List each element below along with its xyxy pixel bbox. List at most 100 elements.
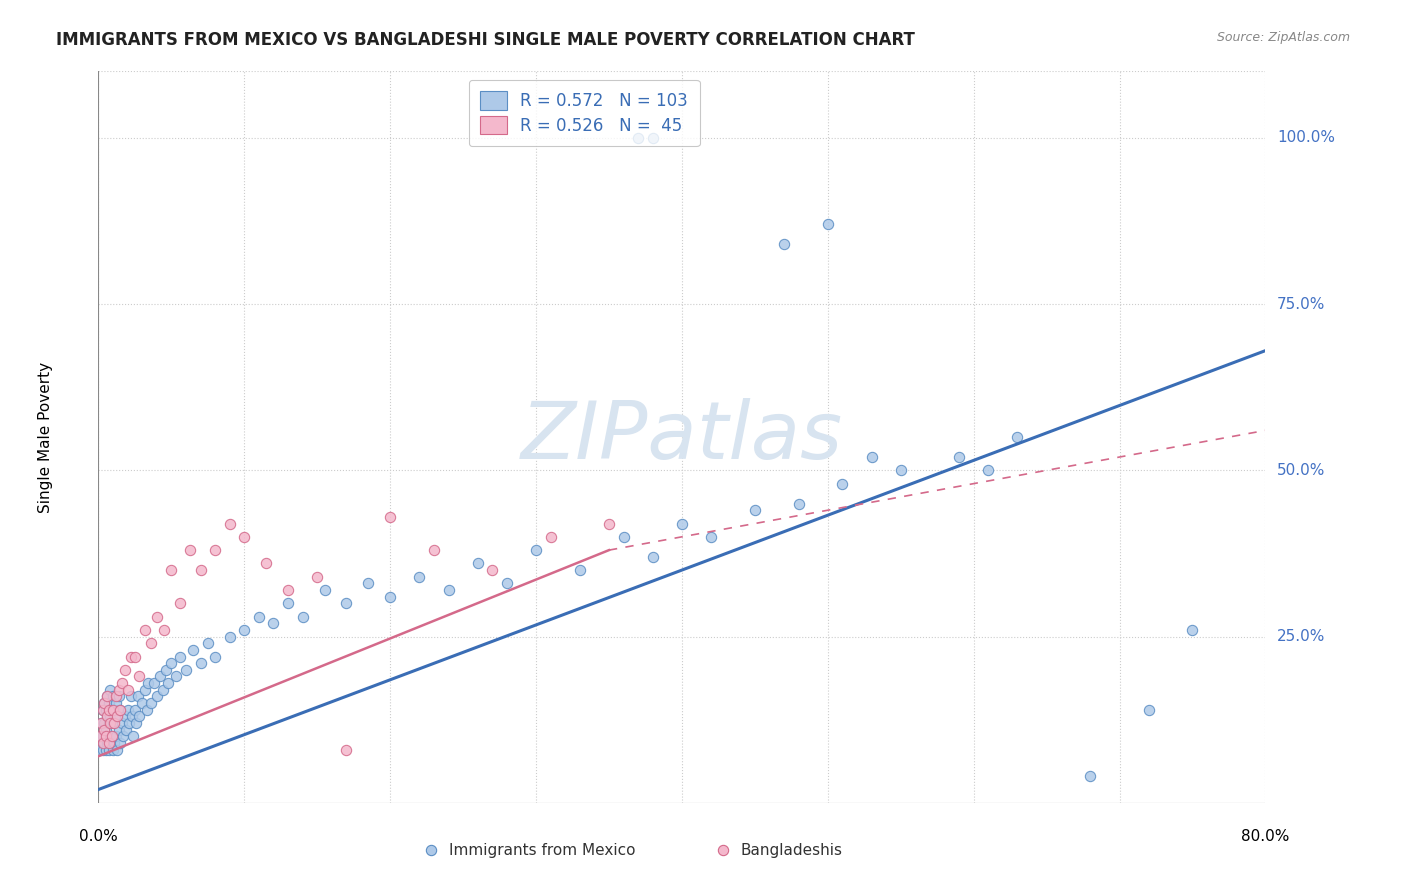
Text: Source: ZipAtlas.com: Source: ZipAtlas.com [1216,31,1350,45]
Point [700,530,723,544]
Point [120,649,142,664]
Point [103,703,125,717]
Point [744,503,766,517]
Text: IMMIGRANTS FROM MEXICO VS BANGLADESHI SINGLE MALE POVERTY CORRELATION CHART: IMMIGRANTS FROM MEXICO VS BANGLADESHI SI… [56,31,915,49]
Point [104,690,127,704]
Point [101,703,124,717]
Point [93,716,115,731]
Point [96,709,118,723]
Point [100,703,122,717]
Point [98,709,121,723]
Point [627,131,650,145]
Point [233,623,256,637]
Point [124,703,146,717]
Point [146,609,169,624]
Point [97,716,120,731]
Point [277,596,299,610]
Point [134,623,156,637]
Point [118,716,141,731]
Point [218,516,240,531]
Point [111,676,134,690]
Point [218,630,240,644]
Point [94,703,117,717]
Point [131,696,153,710]
Text: 75.0%: 75.0% [1277,297,1326,311]
Point [787,497,810,511]
Point [152,682,174,697]
Point [110,703,132,717]
Point [90,716,112,731]
Point [100,729,122,743]
Point [93,696,115,710]
Point [139,696,162,710]
Point [831,476,853,491]
Point [117,682,139,697]
Point [157,676,180,690]
Point [868,838,890,853]
Point [103,736,125,750]
Point [378,509,402,524]
Point [91,742,114,756]
Point [155,663,177,677]
Point [1007,430,1029,444]
Point [97,696,120,710]
Point [103,716,125,731]
Point [97,742,120,756]
Point [114,709,136,723]
Point [101,742,124,756]
Point [135,703,157,717]
Point [481,563,503,577]
Point [291,609,314,624]
Point [128,669,150,683]
Point [160,656,183,670]
Point [1181,623,1204,637]
Point [335,596,357,610]
Point [179,543,201,558]
Point [122,729,145,743]
Point [165,669,187,683]
Point [90,716,112,731]
Point [254,557,277,571]
Point [423,543,446,558]
Point [773,237,796,252]
Point [671,516,693,531]
Point [817,217,839,231]
Text: Bangladeshis: Bangladeshis [741,843,842,858]
Point [89,742,111,756]
Point [136,676,159,690]
Point [94,742,117,756]
Point [262,616,284,631]
Point [110,736,132,750]
Point [149,669,172,683]
Point [977,463,1000,477]
Point [134,682,156,697]
Point [160,563,183,577]
Legend: R = 0.572   N = 103, R = 0.526   N =  45: R = 0.572 N = 103, R = 0.526 N = 45 [468,79,700,146]
Point [89,729,111,743]
Point [540,530,562,544]
Point [146,690,169,704]
Point [91,703,114,717]
Point [890,463,912,477]
Point [101,716,124,731]
Point [91,736,114,750]
Point [96,736,118,750]
Point [90,729,112,743]
Point [128,709,150,723]
Point [860,450,883,464]
Point [204,543,226,558]
Point [233,530,256,544]
Text: Single Male Poverty: Single Male Poverty [38,361,53,513]
Point [114,663,136,677]
Point [1137,703,1160,717]
Point [153,623,176,637]
Point [117,703,139,717]
Point [169,596,191,610]
Point [181,643,204,657]
Point [307,570,329,584]
Point [1080,769,1102,783]
Point [93,736,115,750]
Point [93,696,115,710]
Text: 50.0%: 50.0% [1277,463,1326,478]
Point [111,716,134,731]
